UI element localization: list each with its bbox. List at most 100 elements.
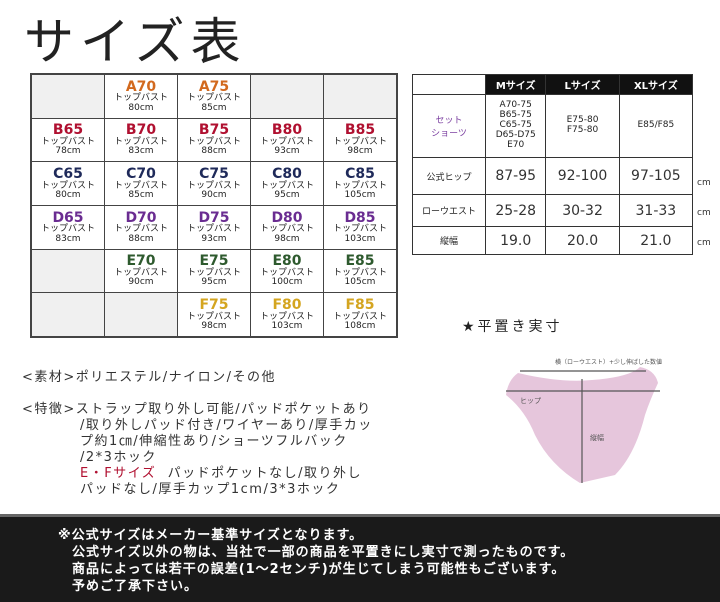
top-bust-value: 83cm: [128, 146, 154, 157]
length-diagram-label: 縦幅: [590, 433, 604, 442]
top-bust-label: トップバスト: [332, 311, 387, 322]
size-cell-c80: C80 トップバスト 95cm: [251, 162, 323, 205]
set-m-0: A70-75: [499, 100, 532, 111]
top-bust-label: トップバスト: [113, 136, 168, 147]
top-bust-label: トップバスト: [259, 136, 314, 147]
top-bust-value: 93cm: [201, 233, 227, 244]
size-cell-b70: B70 トップバスト 83cm: [105, 118, 177, 162]
set-label-1: セット: [435, 116, 463, 126]
features-line: ストラップ取り外し可能/パッドポケットあり: [75, 402, 372, 417]
low-waist-m: 25-28: [484, 194, 547, 227]
hip-xl: 97-105: [618, 157, 694, 195]
size-cell-e75: E75 トップバスト 95cm: [178, 249, 250, 293]
size-code: B80: [271, 122, 303, 139]
top-bust-label: トップバスト: [186, 93, 241, 104]
set-label-2: ショーツ: [431, 129, 467, 139]
ef-line: パッドポケットなし/取り外し: [167, 466, 362, 481]
size-cell-c70: C70 トップバスト 85cm: [105, 162, 177, 205]
size-cell-a75: A75 トップバスト 85cm: [178, 75, 250, 118]
set-m: A70-75 B65-75 C65-75 D65-D75 E70: [484, 94, 547, 158]
unit-low-waist: cm: [697, 208, 711, 218]
size-code: D75: [198, 209, 230, 226]
top-bust-label: トップバスト: [332, 224, 387, 235]
size-code: B70: [125, 122, 157, 139]
features-line: /取り外しパッド付き/ワイヤーあり/厚手カッ: [80, 418, 373, 433]
size-cell-b80: B80 トップバスト 93cm: [251, 118, 323, 162]
top-bust-label: トップバスト: [113, 93, 168, 104]
size-code: B85: [344, 122, 376, 139]
top-bust-value: 85cm: [201, 102, 227, 113]
empty-cell: [251, 75, 323, 118]
top-bust-value: 103cm: [344, 233, 376, 244]
size-code: D70: [125, 209, 157, 226]
top-bust-value: 100cm: [271, 277, 303, 288]
set-l-1: F75-80: [566, 125, 599, 135]
top-bust-value: 98cm: [347, 146, 373, 157]
empty-cell: [32, 75, 104, 118]
size-cell-f80: F80 トップバスト 103cm: [251, 293, 323, 336]
size-cell-e70: E70 トップバスト 90cm: [105, 249, 177, 293]
top-bust-label: トップバスト: [259, 267, 314, 278]
page-title: サイズ表: [24, 13, 247, 71]
size-code: E85: [345, 253, 375, 270]
top-bust-label: トップバスト: [40, 224, 95, 235]
size-cell-d75: D75 トップバスト 93cm: [178, 206, 250, 249]
ef-size-label: E・Fサイズ: [80, 466, 157, 481]
material-label: <素材>: [22, 370, 76, 385]
empty-cell: [324, 75, 396, 118]
header-l: Lサイズ: [545, 74, 620, 95]
bra-size-grid: A70 トップバスト 80cm A75 トップバスト 85cm B65 トップバスト 78cm B…: [30, 73, 398, 338]
top-bust-label: トップバスト: [113, 180, 168, 191]
top-bust-value: 80cm: [55, 190, 81, 200]
top-bust-value: 105cm: [344, 190, 376, 200]
low-waist-xl: 31-33: [618, 194, 694, 227]
top-bust-label: トップバスト: [186, 224, 241, 235]
size-code: D85: [344, 209, 376, 226]
low-waist-l: 30-32: [545, 194, 620, 227]
material-line: <素材>ポリエステル/ナイロン/その他: [22, 370, 276, 386]
top-bust-value: 80cm: [128, 102, 154, 113]
waist-label: 横（ローウエスト）+少し伸ばした数値: [555, 358, 662, 366]
top-bust-label: トップバスト: [186, 180, 241, 191]
top-bust-value: 95cm: [274, 190, 300, 200]
top-bust-value: 88cm: [201, 146, 227, 157]
size-code: C85: [345, 165, 375, 182]
hip-label: 公式ヒップ: [412, 157, 486, 195]
top-bust-value: 98cm: [274, 233, 300, 244]
unit-length: cm: [697, 238, 711, 248]
hip-m: 87-95: [484, 157, 547, 195]
set-l-0: E75-80: [566, 115, 599, 126]
size-cell-f75: F75 トップバスト 98cm: [178, 293, 250, 336]
empty-cell: [32, 249, 104, 293]
size-code: E75: [199, 253, 229, 270]
size-code: B65: [52, 122, 84, 139]
top-bust-label: トップバスト: [40, 180, 95, 191]
size-code: E80: [272, 253, 302, 270]
top-bust-value: 90cm: [201, 190, 227, 200]
features-label: <特徴>: [22, 402, 76, 417]
size-cell-d70: D70 トップバスト 88cm: [105, 206, 177, 249]
empty-cell: [32, 293, 104, 336]
material-value: ポリエステル/ナイロン/その他: [75, 370, 277, 385]
low-waist-label: ローウエスト: [412, 194, 486, 227]
top-bust-label: トップバスト: [332, 267, 387, 278]
size-cell-b65: B65 トップバスト 78cm: [32, 118, 104, 162]
size-code: A70: [125, 78, 157, 95]
top-bust-value: 105cm: [344, 277, 376, 288]
size-code: D80: [271, 209, 303, 226]
size-cell-d80: D80 トップバスト 98cm: [251, 206, 323, 249]
hip-l: 92-100: [545, 157, 620, 195]
header-m: Mサイズ: [484, 74, 547, 95]
ef-line: パッドなし/厚手カップ1cm/3*3ホック: [80, 482, 341, 497]
size-cell-b85: B85 トップバスト 98cm: [324, 118, 396, 162]
length-l: 20.0: [545, 226, 620, 255]
set-m-2: C65-75: [499, 120, 532, 131]
size-code: F75: [199, 296, 229, 313]
size-code: C75: [199, 165, 229, 182]
top-bust-label: トップバスト: [40, 136, 95, 147]
notice-line: 商品によっては若干の誤差(1～2センチ)が生じてしまう可能性もございます。: [72, 562, 566, 577]
footer-notice: ※公式サイズはメーカー基準サイズとなります。 公式サイズ以外の物は、当社で一部の…: [0, 514, 720, 602]
notice-line: ※公式サイズはメーカー基準サイズとなります。: [58, 528, 364, 543]
top-bust-label: トップバスト: [113, 267, 168, 278]
top-bust-label: トップバスト: [259, 311, 314, 322]
